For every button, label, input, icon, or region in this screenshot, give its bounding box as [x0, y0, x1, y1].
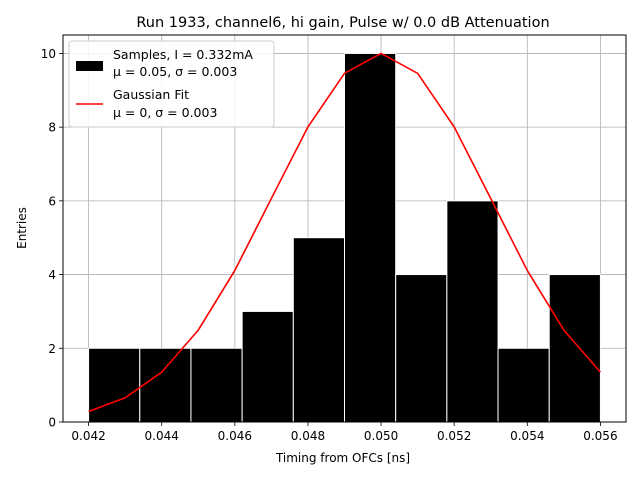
histogram-bar — [139, 347, 192, 423]
histogram-bar — [548, 274, 601, 423]
y-axis-label: Entries — [15, 207, 29, 249]
x-axis-ticks: 0.042 0.044 0.046 0.048 0.050 0.052 0.054 0.056 — [71, 422, 618, 443]
y-tick-label: 0 — [48, 416, 56, 430]
x-tick-label: 0.050 — [364, 429, 398, 443]
histogram-bar — [395, 274, 448, 423]
histogram-bar — [446, 200, 499, 423]
x-tick-label: 0.042 — [71, 429, 105, 443]
gaussian-fit-line — [88, 52, 602, 413]
y-tick-label: 10 — [41, 47, 56, 61]
x-axis-label: Timing from OFCs [ns] — [275, 451, 410, 465]
histogram-bars — [88, 52, 601, 423]
histogram-bar — [88, 347, 141, 423]
legend-label-fit-stats: μ = 0, σ = 0.003 — [113, 105, 217, 120]
x-tick-label: 0.046 — [218, 429, 252, 443]
histogram-bar — [241, 310, 294, 423]
y-tick-label: 6 — [48, 194, 56, 208]
chart-title: Run 1933, channel6, hi gain, Pulse w/ 0.… — [136, 15, 549, 31]
y-tick-label: 8 — [48, 121, 56, 135]
x-tick-label: 0.056 — [583, 429, 617, 443]
histogram-bar — [344, 52, 397, 423]
histogram-bar — [292, 237, 345, 423]
legend-label-samples-stats: μ = 0.05, σ = 0.003 — [113, 64, 237, 79]
y-axis-ticks: 0 2 4 6 8 10 — [41, 47, 63, 430]
legend: Samples, I = 0.332mA μ = 0.05, σ = 0.003… — [68, 40, 275, 128]
plot-frame — [62, 34, 627, 423]
x-tick-label: 0.044 — [145, 429, 179, 443]
y-tick-label: 2 — [48, 342, 56, 356]
legend-swatch-samples — [76, 61, 103, 71]
histogram-bar — [497, 347, 550, 423]
x-tick-label: 0.052 — [437, 429, 471, 443]
legend-label-fit: Gaussian Fit — [113, 87, 189, 102]
y-tick-label: 4 — [48, 268, 56, 282]
x-tick-label: 0.048 — [291, 429, 325, 443]
histogram-bar — [190, 347, 243, 423]
legend-box — [68, 40, 275, 128]
legend-label-samples: Samples, I = 0.332mA — [113, 47, 253, 62]
x-tick-label: 0.054 — [510, 429, 544, 443]
